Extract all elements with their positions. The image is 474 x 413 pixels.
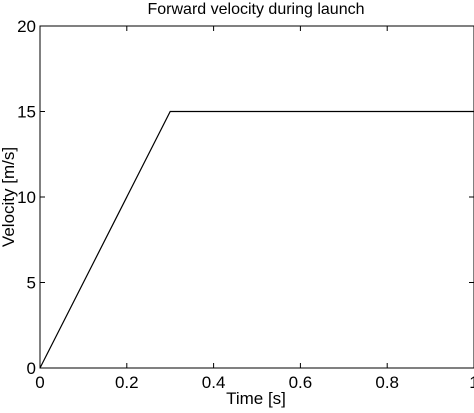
- plot-area-frame: [39, 25, 474, 369]
- y-tick-label: 15: [17, 103, 36, 122]
- x-tick-label: 0: [35, 373, 44, 392]
- chart-title: Forward velocity during launch: [148, 1, 365, 18]
- y-tick-label: 20: [17, 17, 36, 36]
- x-axis-label: Time [s]: [226, 389, 286, 408]
- x-tick-label: 0.4: [202, 373, 226, 392]
- y-tick-label: 10: [17, 188, 36, 207]
- y-axis-label: Velocity [m/s]: [0, 147, 18, 247]
- x-tick-label: 0.8: [375, 373, 399, 392]
- ticks: 00.20.40.60.8105101520: [17, 17, 474, 392]
- y-tick-label: 0: [27, 359, 36, 378]
- velocity-series-line: [39, 110, 474, 369]
- y-tick-label: 5: [27, 274, 36, 293]
- x-tick-label: 0.2: [115, 373, 139, 392]
- x-tick-label: 0.6: [289, 373, 313, 392]
- x-tick-label: 1: [469, 373, 474, 392]
- series: [39, 110, 474, 369]
